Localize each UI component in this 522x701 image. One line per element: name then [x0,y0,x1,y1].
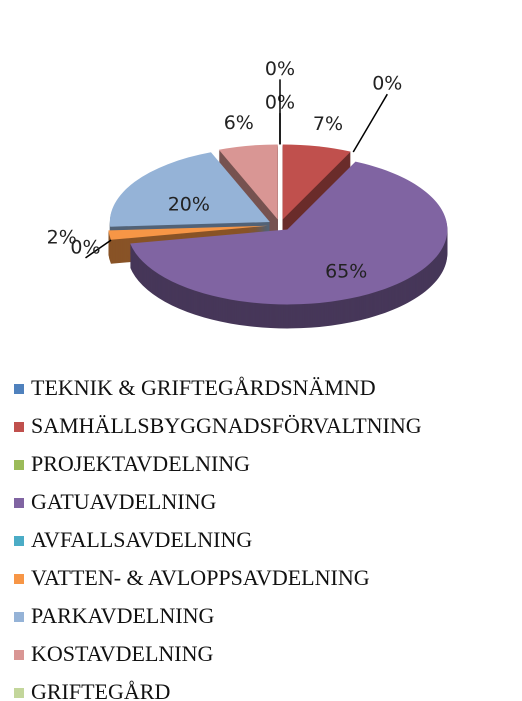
slice [111,226,269,241]
legend-label: AVFALLSAVDELNING [31,527,252,552]
legend-label: PARKAVDELNING [31,603,214,628]
slice [218,144,278,220]
legend-swatch [14,574,24,584]
data-label: 7% [313,113,343,135]
data-label: 0% [70,236,100,258]
slice-side [108,228,269,243]
slice-side [108,227,269,242]
legend-label: VATTEN- & AVLOPPSAVDELNING [31,565,370,590]
legend-swatch [14,460,24,470]
legend-swatch [14,688,24,698]
legend-label: SAMHÄLLSBYGGNADSFÖRVALTNING [31,413,422,438]
slice [109,152,270,227]
slice-side [108,229,269,244]
slice-side [108,226,269,241]
legend-label: GATUAVDELNING [31,489,216,514]
data-label: 2% [47,226,77,248]
data-label: 6% [224,112,254,134]
leader-line [352,93,388,153]
data-label: 65% [325,261,367,283]
legend-swatch [14,422,24,432]
legend-swatch [14,612,24,622]
legend-swatch [14,650,24,660]
slice [108,225,269,240]
legend-swatch [14,384,24,394]
data-label: 0% [265,58,295,80]
data-label: 20% [168,194,210,216]
legend-swatch [14,498,24,508]
legend-label: TEKNIK & GRIFTEGÅRDSNÄMND [31,375,376,400]
legend-label: PROJEKTAVDELNING [31,451,250,476]
data-label: 0% [372,73,402,95]
legend-label: GRIFTEGÅRD [31,679,170,701]
slice [282,144,351,220]
slice [130,161,448,305]
legend-label: KOSTAVDELNING [31,641,213,666]
leader-line [85,239,112,259]
slice-side [108,230,269,245]
legend-swatch [14,536,24,546]
